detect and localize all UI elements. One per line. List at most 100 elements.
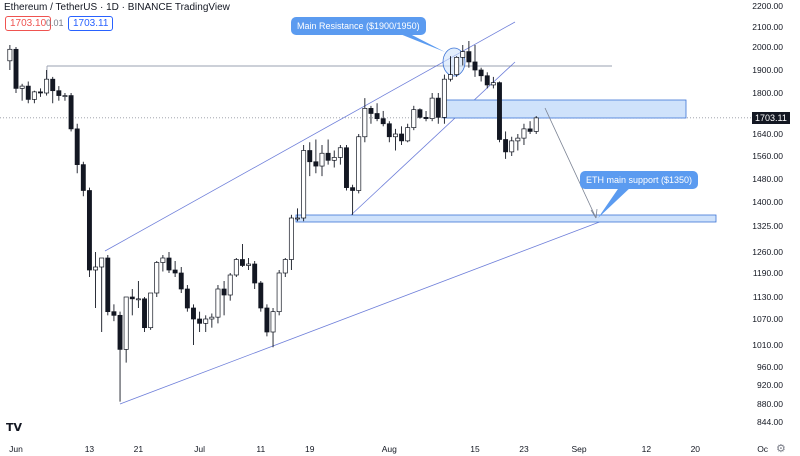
candle (74, 123, 80, 174)
candle-body (129, 296, 135, 300)
price-axis[interactable]: 2200.00 2100.00 2000.00 1900.00 1800.00 1640.… (752, 1, 783, 427)
candle (319, 145, 325, 177)
price-axis-label: 880.00 (757, 399, 783, 409)
candle-body (405, 127, 411, 142)
candle (184, 285, 190, 312)
candle (221, 281, 227, 316)
candle (80, 161, 86, 197)
candle-body (264, 307, 270, 333)
supply-zone (442, 99, 687, 119)
candle (392, 128, 398, 151)
candle (264, 304, 270, 337)
exchange-label: BINANCE (127, 2, 173, 13)
candle (478, 67, 484, 82)
candle (399, 126, 405, 145)
candle-body (295, 217, 300, 220)
settings-gear-icon[interactable]: ⚙ (776, 443, 786, 455)
candle (497, 81, 502, 143)
candle (62, 93, 68, 101)
candle (129, 289, 135, 316)
candle (362, 98, 368, 143)
price-axis-label: 2000.00 (752, 42, 783, 52)
candle (313, 139, 319, 174)
candle-body (301, 150, 307, 219)
candle-body (441, 78, 447, 118)
candle-body (484, 75, 490, 86)
candle-body (117, 314, 123, 350)
price-axis-label: 920.00 (757, 380, 783, 390)
candle-body (307, 150, 313, 163)
candle (105, 255, 111, 316)
time-axis[interactable]: Jun 13 21 Jul 11 19 Aug 15 23 Sep 12 20 Oc (9, 444, 769, 454)
candle-body (258, 282, 264, 309)
candle-body (454, 56, 460, 75)
candle-body (527, 128, 533, 132)
candle-body (233, 259, 239, 276)
candle (411, 105, 417, 131)
candle (233, 258, 239, 277)
candle-body (466, 51, 472, 63)
candle (356, 134, 362, 194)
candle-body (515, 137, 521, 142)
candle-body (252, 263, 258, 284)
price-axis-label: 1400.00 (752, 197, 783, 207)
candle (490, 76, 496, 89)
candle (441, 74, 447, 124)
candle (38, 88, 43, 97)
candle-body (148, 292, 154, 329)
symbol-header: Ethereum / TetherUS · 1D · BINANCE Tradi… (4, 2, 230, 13)
drawings[interactable] (46, 21, 717, 405)
candle-body (38, 91, 43, 94)
candle-body (209, 316, 215, 320)
support-callout[interactable]: ETH main support ($1350) (580, 171, 699, 189)
candle (86, 187, 92, 277)
resistance-callout[interactable]: Main Resistance ($1900/1950) (291, 17, 426, 35)
candle-body (276, 272, 282, 313)
price-axis-label: 1190.00 (753, 268, 783, 278)
candle-body (7, 48, 13, 62)
candle (142, 297, 147, 332)
candle-body (105, 257, 111, 313)
symbol-name[interactable]: Ethereum / TetherUS (4, 2, 98, 13)
candle (93, 252, 99, 308)
projection-arrowhead (590, 208, 598, 219)
candle (282, 258, 288, 277)
candle-body (399, 133, 405, 142)
bid-price-box[interactable]: 1703.10 (5, 16, 52, 31)
candle-body (56, 90, 62, 96)
candle (337, 145, 343, 165)
candle (246, 258, 252, 270)
candle-body (490, 82, 496, 86)
candle (154, 261, 160, 297)
interval-label[interactable]: 1D (106, 2, 119, 13)
candle (7, 45, 13, 70)
candle-body (154, 262, 160, 294)
candle-body (331, 157, 337, 161)
candle (301, 145, 307, 222)
tradingview-logo[interactable]: TV (6, 421, 23, 434)
time-axis-label: 19 (305, 444, 315, 454)
candle-body (325, 152, 331, 161)
candle (417, 108, 423, 119)
candle-body (472, 61, 478, 71)
price-axis-label: 1325.00 (752, 221, 783, 231)
ask-price-box[interactable]: 1703.11 (68, 16, 114, 31)
candle-body (221, 288, 227, 296)
candle (325, 139, 331, 165)
candle-body (227, 274, 233, 296)
candle-body (374, 113, 380, 119)
candle-body (44, 78, 50, 94)
candle-body (337, 147, 343, 158)
time-axis-label: 12 (642, 444, 652, 454)
candle (423, 110, 429, 122)
time-axis-label: 15 (470, 444, 480, 454)
candle-body (478, 69, 484, 77)
candle (99, 257, 105, 332)
candle (197, 311, 203, 332)
candle-body (521, 128, 527, 139)
price-axis-label: 844.00 (757, 417, 783, 427)
price-axis-label: 1010.00 (752, 340, 783, 350)
candle (203, 315, 209, 332)
candle-body (350, 187, 356, 191)
